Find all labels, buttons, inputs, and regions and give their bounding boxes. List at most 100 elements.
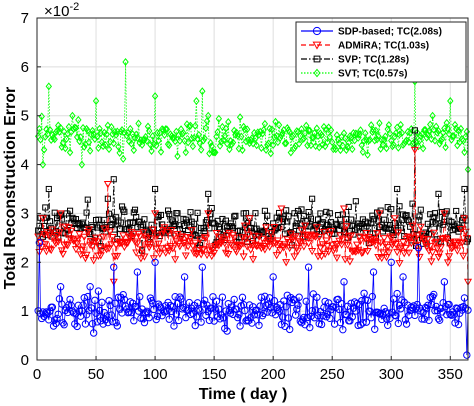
data-point (323, 242, 332, 251)
data-point (300, 313, 308, 322)
data-point (177, 295, 185, 303)
data-point (79, 123, 87, 132)
data-point (382, 254, 391, 262)
data-point (249, 256, 258, 264)
data-point (392, 129, 400, 138)
data-point (198, 263, 207, 271)
y-multiplier-exponent: -2 (69, 1, 79, 13)
data-point (209, 148, 217, 157)
series-layer (34, 57, 473, 359)
data-point (409, 200, 416, 207)
data-point (321, 250, 330, 259)
data-point (35, 239, 44, 247)
data-point (399, 239, 408, 247)
data-point (216, 315, 224, 323)
data-point (435, 250, 444, 258)
data-point (427, 258, 436, 266)
data-point (175, 243, 184, 251)
data-point (422, 229, 429, 236)
data-point (228, 303, 236, 311)
data-point (130, 317, 138, 325)
data-point (46, 218, 54, 225)
data-point (367, 121, 375, 130)
data-point (165, 207, 172, 214)
data-point (329, 138, 336, 147)
data-point (441, 302, 450, 311)
data-point (353, 130, 361, 139)
data-point (49, 234, 58, 242)
data-point (311, 128, 318, 137)
data-point (102, 141, 109, 150)
data-point (148, 146, 155, 155)
data-point (310, 133, 317, 142)
data-point (313, 55, 321, 63)
data-point (202, 251, 212, 260)
data-point (433, 245, 442, 253)
data-point (99, 320, 107, 328)
x-axis-label: Time ( day ) (199, 386, 288, 403)
data-point (233, 128, 240, 137)
data-point (170, 322, 178, 330)
data-point (319, 228, 328, 237)
data-point (199, 245, 208, 254)
data-point (350, 247, 359, 256)
data-point (315, 234, 324, 242)
data-point (352, 241, 362, 249)
data-point (104, 121, 112, 130)
data-point (369, 268, 378, 276)
data-point (411, 127, 418, 134)
data-point (324, 138, 331, 147)
data-point (419, 144, 427, 153)
data-point (168, 216, 175, 223)
data-point (99, 142, 107, 151)
y-tick-label: 3 (21, 205, 29, 222)
data-point (186, 234, 195, 243)
data-point (258, 235, 267, 243)
data-point (140, 253, 149, 261)
data-point (147, 235, 156, 243)
data-point (350, 129, 357, 138)
data-point (119, 290, 127, 299)
data-point (212, 229, 221, 238)
y-tick-label: 1 (21, 303, 29, 320)
data-point (306, 323, 314, 332)
data-point (52, 319, 60, 328)
data-point (84, 226, 94, 234)
data-point (385, 121, 393, 130)
data-point (312, 142, 319, 151)
data-point (195, 305, 203, 313)
data-point (357, 126, 364, 135)
data-point (237, 241, 246, 249)
data-point (422, 126, 429, 135)
data-point (255, 321, 263, 329)
data-point (294, 301, 302, 309)
data-point (236, 322, 244, 330)
data-point (375, 217, 382, 224)
data-point (130, 238, 140, 246)
data-point (432, 302, 440, 311)
data-point (267, 149, 275, 158)
data-point (57, 123, 64, 132)
data-point (430, 239, 439, 248)
data-point (243, 125, 251, 134)
data-point (424, 301, 432, 309)
data-point (248, 319, 256, 327)
data-point (260, 309, 268, 317)
data-point (212, 297, 221, 305)
data-point (219, 314, 228, 322)
data-point (71, 246, 81, 254)
data-point (178, 233, 187, 241)
data-point (310, 232, 319, 240)
data-point (272, 252, 281, 260)
data-point (207, 138, 214, 147)
data-point (432, 122, 440, 131)
data-point (395, 143, 402, 152)
data-point (270, 223, 279, 232)
data-point (452, 242, 461, 250)
data-point (84, 126, 91, 135)
data-point (380, 304, 388, 313)
data-point (364, 220, 371, 227)
data-point (150, 305, 158, 314)
data-point (282, 139, 290, 148)
data-point (382, 132, 389, 141)
